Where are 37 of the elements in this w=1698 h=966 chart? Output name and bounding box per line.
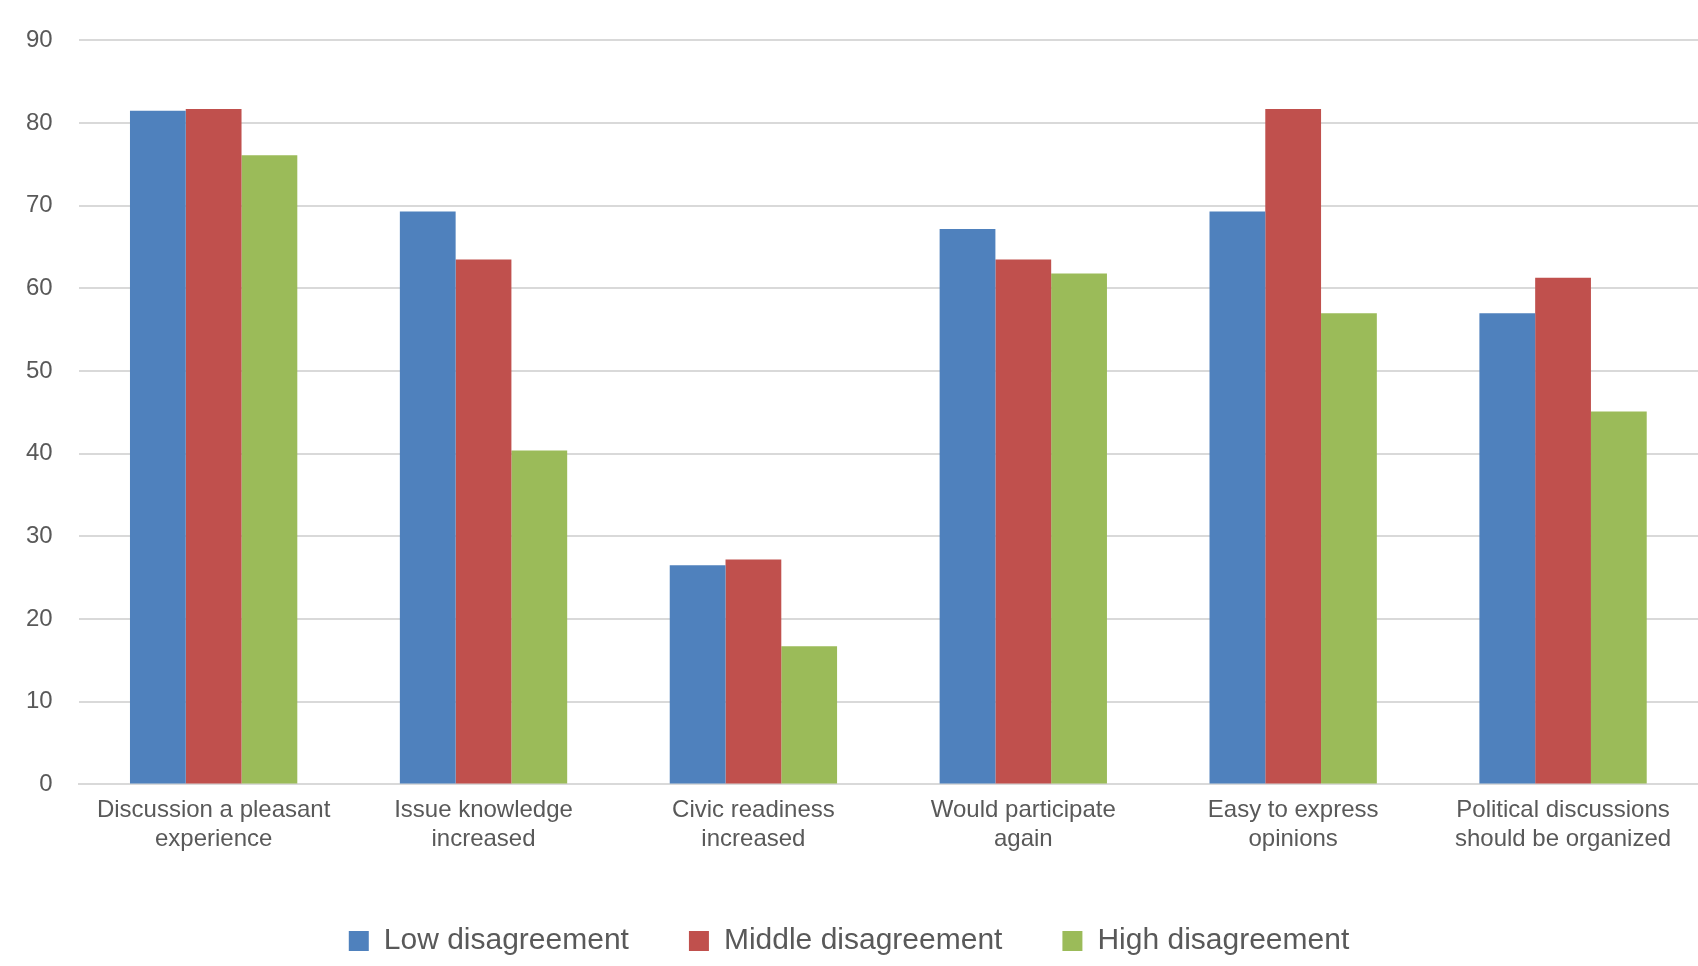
bar (725, 559, 782, 784)
y-tick-label: 10 (25, 686, 53, 714)
y-tick-label: 20 (25, 603, 53, 631)
bar (511, 450, 568, 784)
bar (241, 155, 298, 784)
x-tick-label: Political discussions should be organized (1454, 795, 1672, 852)
y-tick-label: 50 (25, 355, 53, 383)
bar (399, 211, 456, 784)
legend-label: Middle disagreement (723, 922, 1004, 956)
x-tick-label: Issue knowledge increased (394, 795, 573, 852)
y-tick-label: 70 (25, 190, 53, 218)
bar (939, 228, 996, 784)
legend-label: High disagreement (1097, 922, 1350, 956)
y-tick-label: 80 (25, 107, 53, 135)
x-tick-label: Civic readiness increased (672, 795, 835, 852)
bar (1209, 211, 1266, 784)
x-tick-label: Would participate again (930, 795, 1116, 852)
bar (1321, 313, 1377, 784)
bar (185, 109, 242, 784)
legend-label: Low disagreement (383, 922, 630, 956)
x-tick-label: Easy to express opinions (1207, 795, 1379, 852)
x-tick-label: Discussion a pleasant experience (96, 795, 331, 852)
bar (669, 565, 726, 784)
bar (1265, 109, 1322, 784)
bar (1479, 313, 1536, 784)
bar (455, 259, 512, 784)
y-tick-label: 0 (39, 769, 53, 797)
y-tick-label: 60 (25, 273, 53, 301)
bar (1590, 411, 1647, 784)
bar (781, 646, 838, 784)
bar (995, 259, 1052, 784)
y-tick-label: 90 (25, 25, 53, 53)
bar (1535, 277, 1591, 784)
bar (129, 110, 186, 784)
y-tick-label: 30 (25, 521, 53, 549)
bar (1051, 273, 1107, 784)
y-tick-label: 40 (25, 438, 53, 466)
